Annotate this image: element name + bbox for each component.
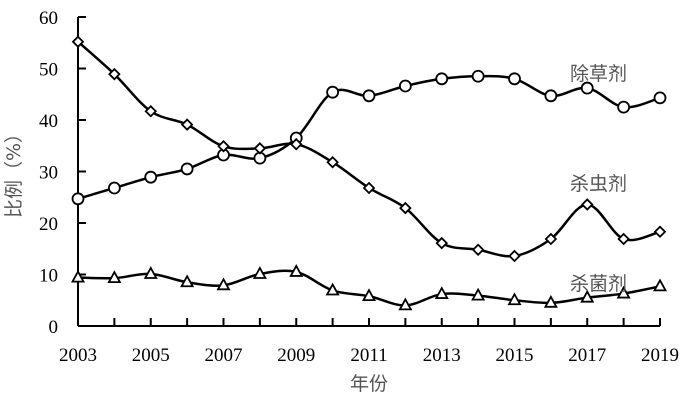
data-point	[653, 225, 667, 239]
series-label: 除草剂	[570, 63, 627, 85]
y-tick-label: 60	[39, 8, 58, 29]
x-tick-label: 2015	[496, 345, 534, 366]
data-point	[471, 287, 486, 301]
data-point	[252, 266, 267, 279]
x-tick-label: 2007	[205, 345, 243, 366]
x-axis-label: 年份	[350, 373, 388, 395]
data-point	[144, 170, 158, 184]
data-point	[107, 270, 122, 284]
data-point	[108, 67, 121, 81]
data-point	[398, 79, 412, 93]
series-label: 杀虫剂	[570, 173, 627, 195]
data-point	[362, 89, 376, 103]
data-point	[217, 139, 230, 153]
x-tick-label: 2019	[641, 345, 679, 366]
data-point	[180, 274, 195, 288]
y-tick-label: 30	[39, 163, 58, 184]
data-point	[543, 294, 558, 308]
x-tick-label: 2009	[277, 345, 315, 366]
data-point	[399, 201, 412, 215]
data-point	[289, 264, 304, 277]
data-point	[180, 162, 194, 176]
data-point	[253, 142, 267, 155]
x-tick-label: 2011	[350, 345, 387, 366]
data-point	[180, 118, 194, 131]
data-point	[216, 277, 231, 291]
data-point	[508, 249, 521, 263]
x-tick-label: 2003	[59, 345, 97, 366]
x-tick-label: 2013	[423, 345, 461, 366]
data-point	[144, 104, 158, 118]
data-point	[580, 289, 595, 303]
data-point	[544, 232, 558, 246]
data-point	[326, 155, 339, 169]
data-point	[471, 69, 485, 83]
y-tick-label: 50	[39, 60, 58, 81]
data-point	[508, 72, 521, 86]
data-point	[71, 192, 85, 206]
data-point	[580, 198, 594, 211]
data-point	[617, 100, 631, 114]
y-tick-label: 20	[39, 214, 58, 235]
data-point	[435, 72, 449, 86]
data-point	[143, 266, 158, 279]
data-point	[616, 285, 631, 299]
data-point	[326, 85, 340, 99]
series-diamond	[71, 35, 667, 263]
data-point	[544, 89, 558, 103]
series-label: 杀菌剂	[570, 273, 627, 295]
data-point	[398, 297, 413, 311]
data-point	[71, 35, 85, 48]
x-tick-label: 2017	[568, 345, 606, 366]
data-point	[70, 269, 86, 283]
data-point	[434, 286, 449, 299]
y-tick-label: 40	[39, 111, 58, 132]
data-point	[325, 282, 340, 296]
data-point	[652, 278, 668, 292]
data-point	[653, 91, 667, 105]
y-tick-label: 0	[49, 317, 59, 338]
y-axis-label: 比例（%）	[3, 124, 25, 218]
data-point	[289, 137, 303, 151]
data-point	[617, 232, 630, 246]
series-circle	[71, 69, 667, 206]
data-point	[361, 288, 377, 302]
data-point	[435, 236, 449, 250]
y-tick-label: 10	[39, 266, 58, 287]
data-point	[580, 81, 594, 95]
data-point	[362, 181, 376, 195]
data-point	[107, 181, 121, 195]
data-point	[471, 243, 485, 257]
series-triangle	[70, 264, 668, 311]
x-tick-label: 2005	[132, 345, 170, 366]
data-point	[507, 292, 522, 306]
